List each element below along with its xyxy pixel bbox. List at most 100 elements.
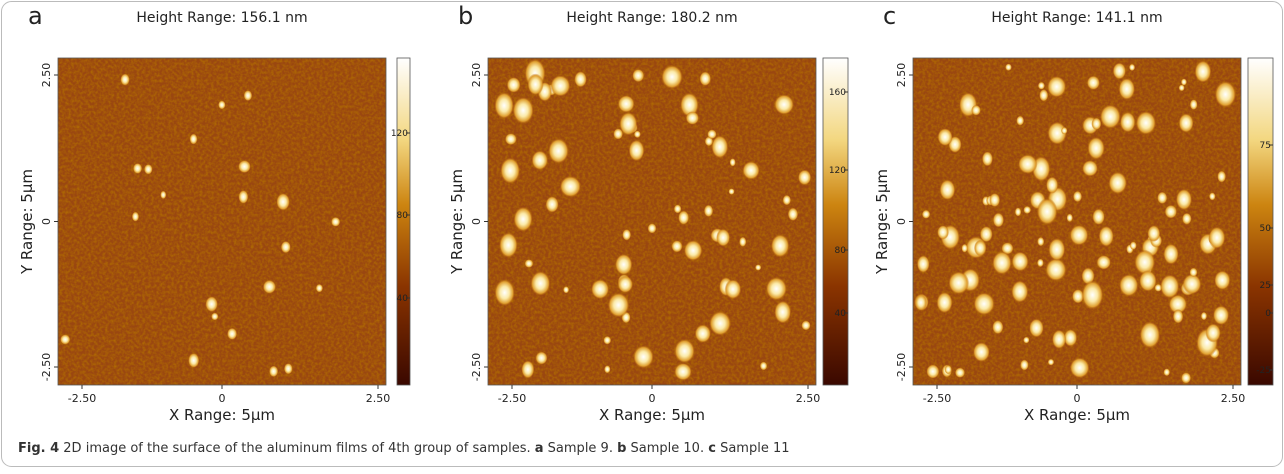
grain [1061,126,1068,135]
panel: c Height Range: 141.1 nm 75 50 25 0 -25 -2.50 0 2… [873,2,1274,424]
x-axis-label: X Range: 5µm [169,406,275,424]
grain [1016,115,1025,126]
grain [1048,237,1066,262]
grain [1180,78,1187,86]
grain [770,234,790,258]
grain [1138,270,1157,292]
grain [531,150,549,171]
grain [632,68,645,83]
panel-letter: b [458,2,473,30]
grain [729,158,736,167]
colorbar-tick-label: -25 [1256,366,1271,376]
grain [283,362,293,375]
panel-letter: c [883,2,896,30]
caption-letter: a [535,441,544,456]
grain [1214,80,1237,108]
grain [604,365,611,374]
panel: b Height Range: 180.2 nm 160 120 80 40 -2.50 0 2… [448,2,849,424]
grain [992,319,1004,335]
panel: a Height Range: 156.1 nm 120 80 40 -2.50 0 2.50… [18,2,411,424]
grain [226,327,238,340]
grain [1066,213,1073,223]
grain [1045,258,1067,282]
caption-letter: b [617,441,626,456]
grain [1071,288,1085,304]
colorbar-tick-label: 0 [1265,309,1271,319]
grain [1023,205,1032,214]
grain [189,133,198,145]
grain [187,352,200,368]
grain [613,128,624,140]
x-axis-label: X Range: 5µm [1024,406,1130,424]
grain [1045,176,1059,194]
caption-letter: c [708,441,716,456]
grain [1182,273,1202,295]
grain [1200,311,1208,321]
grain [939,179,956,201]
grain [548,138,569,164]
grain [961,243,968,253]
grain [504,133,517,146]
grain [742,161,760,180]
grain [703,204,714,218]
grain [1175,188,1193,211]
grain [131,211,140,222]
grain [724,279,742,300]
grain [765,276,788,301]
y-axis-label: Y Range: 5µm [18,169,36,275]
colorbar [396,57,411,386]
x-tick-label: 2.50 [796,392,821,405]
grain [1205,323,1221,343]
grain [211,312,219,321]
colorbar-tick-label: 120 [829,166,846,176]
grain [499,232,518,258]
grain [1180,372,1192,384]
grain [1081,280,1104,310]
grain [787,207,799,222]
grain [1214,270,1231,291]
grain [774,300,792,324]
grain [60,334,71,345]
grain [936,291,953,314]
grain [972,342,990,363]
x-axis-label: X Range: 5µm [599,406,705,424]
grain [530,270,551,296]
grain [494,91,515,120]
grain [1082,160,1099,177]
grain [647,223,657,234]
grain [622,228,632,241]
grain [1087,136,1105,160]
grain [759,361,768,371]
grain [1157,191,1168,205]
grain [992,251,1012,275]
y-tick-label: -2.50 [895,353,908,381]
grain [916,255,930,273]
grain [1011,251,1029,272]
grain [512,96,534,125]
grain [797,169,812,186]
colorbar-tick-label: 40 [397,294,409,304]
grain [1172,309,1184,324]
grain [1098,225,1114,247]
y-tick-label: 2.50 [470,63,483,88]
grain [948,271,970,295]
grain [513,206,533,232]
grain [1178,113,1194,133]
grain [1028,318,1044,338]
grain [954,367,966,378]
grain [1047,121,1067,145]
y-axis-label: Y Range: 5µm [873,169,891,275]
afm-texture [488,58,816,385]
grain [132,162,143,174]
grain [574,71,587,88]
grain [205,296,218,313]
grain [607,292,630,318]
grain [671,240,683,253]
grain [1017,154,1038,174]
grain [1189,267,1198,278]
grain [1036,258,1044,268]
grain [1069,357,1090,379]
grain [563,286,570,294]
grain [709,311,732,336]
grain [1051,329,1067,349]
